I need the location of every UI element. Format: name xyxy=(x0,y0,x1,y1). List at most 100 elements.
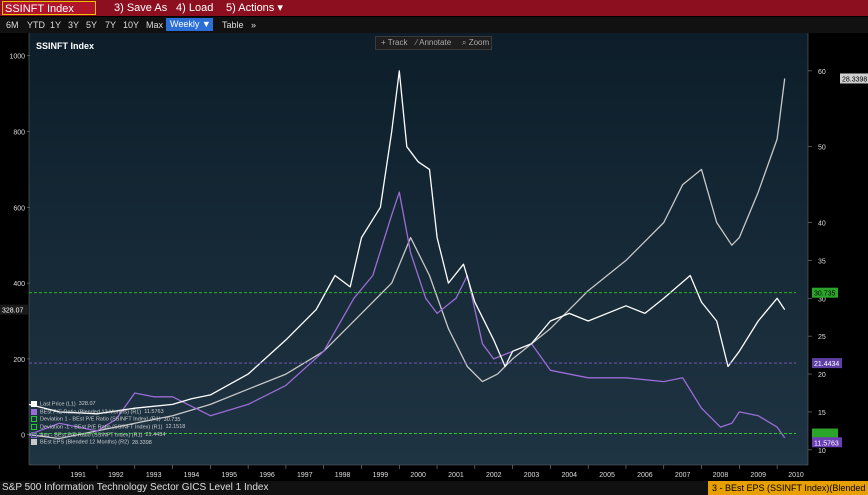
top-toolbar: SSINFT Index 3) Save As 4) Load 5) Actio… xyxy=(0,0,868,16)
legend-item: Avg - BEst P/E Ratio (SSINFT Index) (R1)… xyxy=(31,431,185,440)
x-tick-label: 1998 xyxy=(335,472,351,479)
x-tick-label: 2005 xyxy=(599,472,615,479)
range-ytd[interactable]: YTD xyxy=(27,20,45,30)
range-1y[interactable]: 1Y xyxy=(50,20,62,30)
deviation-plus-tag-box xyxy=(812,287,838,298)
legend-item: BEst P/E Ratio (Blended 12 Months) (R1) 1… xyxy=(31,408,185,417)
range-10y[interactable]: 10Y xyxy=(123,20,140,30)
chart-title: SSINFT Index xyxy=(36,41,95,51)
annotate-tool[interactable]: ⁄ Annotate xyxy=(416,38,452,47)
range-toolbar: 6M YTD 1Y 3Y 5Y 7Y 10Y Max Weekly ▼ Tabl… xyxy=(0,17,868,33)
x-tick-label: 2009 xyxy=(750,472,766,479)
range-7y[interactable]: 7Y xyxy=(105,20,117,30)
legend-label: Avg - BEst P/E Ratio (SSINFT Index) (R1) xyxy=(40,432,143,439)
x-tick-label: 2010 xyxy=(788,472,804,479)
x-tick-label: 2004 xyxy=(562,472,578,479)
eps-tag-box xyxy=(840,73,868,84)
table-button[interactable]: Table xyxy=(222,20,244,30)
avg-pe-tag: 21.4434 xyxy=(814,361,839,368)
left-tick-label: 1000 xyxy=(9,54,25,61)
legend-swatch xyxy=(31,408,37,415)
plot-area xyxy=(29,33,808,465)
series-line xyxy=(28,191,786,439)
right-tick-label: 60 xyxy=(818,69,826,76)
x-tick-label: 1999 xyxy=(373,472,389,479)
x-tick-label: 1991 xyxy=(70,472,86,479)
legend-value: 30.735 xyxy=(163,416,181,423)
series-layer xyxy=(28,70,796,440)
legend-label: Last Price (L1) xyxy=(40,401,76,408)
x-tick-label: 2001 xyxy=(448,472,464,479)
series-line xyxy=(28,78,786,440)
save-as-button[interactable]: 3) Save As xyxy=(114,2,168,14)
right-tick-label: 20 xyxy=(818,372,826,379)
x-tick-label: 1992 xyxy=(108,472,124,479)
legend-swatch xyxy=(31,431,37,438)
deviation-minus-tag-box xyxy=(812,428,838,439)
security-description: S&P 500 Information Technology Sector GI… xyxy=(2,482,269,493)
range-5y[interactable]: 5Y xyxy=(86,20,98,30)
chart-tools: + Track ⁄ Annotate ⌕ Zoom xyxy=(375,36,492,50)
chart-legend: Last Price (L1) 328.07 BEst P/E Ratio (Ble… xyxy=(31,401,185,447)
value-labels: 30.735 21.4434 11.5763 28.3398 328.07 xyxy=(0,73,868,448)
actions-menu[interactable]: 5) Actions ▾ xyxy=(226,2,283,14)
x-tick-label: 2006 xyxy=(637,472,653,479)
legend-swatch xyxy=(31,401,37,407)
series-line xyxy=(28,70,786,415)
legend-item: BEst EPS (Blended 12 Months) (R2) 28.3398 xyxy=(31,439,185,447)
avg-pe-tag-box xyxy=(812,358,842,369)
x-axis: 1991 1992 1993 1994 1995 1996 1997 1998 1999 2000… xyxy=(29,464,808,479)
load-button[interactable]: 4) Load xyxy=(176,2,214,14)
range-6m[interactable]: 6M xyxy=(6,20,19,30)
legend-label: Deviation 1 - BEst P/E Ratio (SSINFT Ind… xyxy=(40,416,161,423)
right-tick-label: 35 xyxy=(818,258,826,265)
legend-value: 28.3398 xyxy=(131,439,152,446)
x-tick-label: 1996 xyxy=(259,472,275,479)
legend-swatch xyxy=(31,439,37,446)
left-tick-label: 200 xyxy=(13,357,25,364)
right-tick-label: 50 xyxy=(818,145,826,152)
ticker-field[interactable]: SSINFT Index xyxy=(2,1,96,15)
price-tag: 328.07 xyxy=(2,308,24,315)
legend-value: 21.4434 xyxy=(145,432,166,439)
frequency-dropdown[interactable]: Weekly ▼ xyxy=(166,18,213,31)
x-tick-label: 2008 xyxy=(713,472,729,479)
range-3y[interactable]: 3Y xyxy=(68,20,80,30)
legend-label: BEst EPS (Blended 12 Months) (R2) xyxy=(40,439,129,446)
pe-ratio-tag-box xyxy=(812,437,842,448)
legend-item: Deviation -1 - BEst P/E Ratio (SSINFT In… xyxy=(31,423,186,432)
x-tick-label: 2007 xyxy=(675,472,691,479)
legend-value: 11.5763 xyxy=(144,409,164,416)
left-axis: 0 200 400 600 800 1000 xyxy=(9,33,30,465)
deviation-plus-tag: 30.735 xyxy=(814,291,836,298)
x-tick-label: 2000 xyxy=(410,472,426,479)
footer-bar: S&P 500 Information Technology Sector GI… xyxy=(0,481,868,495)
x-tick-label: 2002 xyxy=(486,472,502,479)
right-tick-label: 15 xyxy=(818,410,826,417)
legend-swatch xyxy=(31,423,37,430)
legend-value: 12.1518 xyxy=(165,424,186,431)
x-tick-label: 2003 xyxy=(524,472,540,479)
right-tick-label: 40 xyxy=(818,220,826,227)
zoom-tool[interactable]: ⌕ Zoom xyxy=(462,38,490,47)
left-tick-label: 400 xyxy=(13,281,25,288)
left-tick-label: 800 xyxy=(13,130,25,137)
left-tick-label: 600 xyxy=(13,205,25,212)
eps-tag: 28.3398 xyxy=(842,76,867,83)
legend-label: BEst P/E Ratio (Blended 12 Months) (R1) xyxy=(40,409,142,416)
x-tick-label: 1995 xyxy=(221,472,237,479)
right-tick-label: 30 xyxy=(818,296,826,303)
x-tick-label: 1994 xyxy=(184,472,200,479)
track-tool[interactable]: + Track xyxy=(381,38,408,47)
right-tick-label: 25 xyxy=(818,334,826,341)
active-series-tab[interactable]: 3 - BEst EPS (SSINFT Index)(Blended xyxy=(708,481,868,495)
legend-item: Deviation 1 - BEst P/E Ratio (SSINFT Ind… xyxy=(31,416,185,424)
price-tag-box xyxy=(0,304,28,315)
range-max[interactable]: Max xyxy=(146,20,164,30)
right-axis: 10 15 20 25 30 35 40 50 60 xyxy=(807,33,826,465)
legend-item: Last Price (L1) 328.07 xyxy=(31,401,185,409)
pe-ratio-tag: 11.5763 xyxy=(814,440,839,447)
more-button[interactable]: » xyxy=(251,20,257,30)
legend-swatch xyxy=(31,416,37,423)
